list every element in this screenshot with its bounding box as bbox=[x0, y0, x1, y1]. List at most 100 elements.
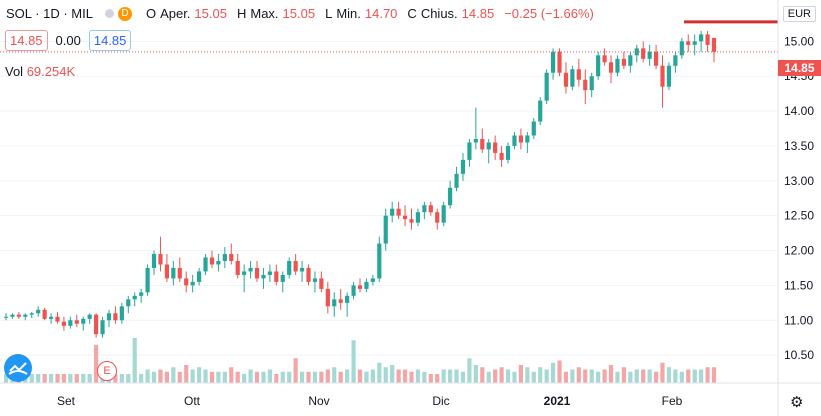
volume-bar bbox=[274, 374, 279, 383]
volume-bar bbox=[55, 374, 60, 383]
candle-body bbox=[94, 314, 99, 335]
volume-bar bbox=[203, 369, 208, 383]
volume-bar bbox=[177, 371, 182, 383]
candle-body bbox=[248, 267, 253, 272]
candle-body bbox=[692, 41, 697, 45]
candle-body bbox=[460, 159, 466, 174]
volume-bar bbox=[493, 369, 498, 383]
candle-body bbox=[525, 135, 530, 143]
candle-body bbox=[628, 55, 633, 66]
volume-bar bbox=[338, 371, 343, 383]
volume-bar bbox=[673, 369, 678, 383]
volume-bar bbox=[596, 371, 601, 383]
candle-body bbox=[267, 271, 272, 275]
candle-body bbox=[563, 72, 569, 87]
candle-body bbox=[544, 72, 549, 101]
candle-body bbox=[100, 320, 105, 335]
high-text: Max. bbox=[250, 6, 279, 21]
candle-body bbox=[660, 65, 665, 87]
candle-body bbox=[158, 254, 163, 265]
candle-body bbox=[68, 320, 73, 326]
volume-bar bbox=[563, 371, 569, 383]
candle-body bbox=[596, 55, 601, 77]
volume-bar bbox=[390, 365, 395, 383]
candle-body bbox=[364, 281, 369, 289]
candle-body bbox=[164, 264, 170, 279]
candle-body bbox=[196, 271, 202, 282]
chart-logo-icon[interactable] bbox=[4, 354, 32, 382]
candle-body bbox=[254, 267, 260, 279]
volume-bar bbox=[267, 369, 272, 383]
order-boxes: 14.85 0.00 14.85 bbox=[5, 30, 132, 51]
volume-bar bbox=[473, 365, 478, 383]
close-label: C bbox=[407, 6, 417, 21]
y-tick-label: 13.00 bbox=[784, 174, 814, 188]
open-text: Aper. bbox=[160, 6, 191, 21]
candle-body bbox=[396, 208, 401, 216]
candle-body bbox=[570, 69, 575, 87]
volume-bar bbox=[422, 371, 427, 383]
candle-body bbox=[647, 51, 652, 59]
volume-bar bbox=[345, 369, 350, 383]
volume-bar bbox=[544, 369, 549, 383]
candle-body bbox=[377, 243, 382, 279]
candle-body bbox=[113, 313, 118, 321]
volume-bar bbox=[351, 340, 356, 383]
x-tick-label: Set bbox=[57, 394, 76, 408]
volume-bar bbox=[299, 371, 305, 383]
candle-body bbox=[473, 138, 478, 143]
close-text: Chius. bbox=[420, 6, 458, 21]
candle-body bbox=[216, 260, 221, 265]
status-dot-icon bbox=[104, 9, 114, 18]
candle-body bbox=[209, 257, 215, 265]
candle-body bbox=[3, 316, 9, 318]
volume-bar bbox=[254, 371, 260, 383]
volume-bar bbox=[3, 374, 9, 383]
high-value: 15.05 bbox=[282, 6, 316, 21]
candle-body bbox=[190, 281, 195, 286]
volume-bar bbox=[634, 369, 639, 383]
gridlines bbox=[0, 40, 778, 356]
candle-body bbox=[338, 299, 343, 303]
volume-bar bbox=[428, 374, 433, 383]
spread-value: 0.00 bbox=[55, 33, 81, 48]
candle-body bbox=[467, 142, 472, 160]
volume-bar bbox=[190, 369, 195, 383]
candle-body bbox=[679, 41, 684, 56]
volume-bar bbox=[132, 338, 137, 383]
volume-bar bbox=[68, 374, 73, 383]
volume-bar bbox=[126, 374, 131, 383]
last-price-tag: 14.85 bbox=[778, 60, 821, 76]
candle-body bbox=[87, 314, 92, 319]
candle-body bbox=[106, 313, 112, 321]
candle-body bbox=[132, 295, 137, 300]
candle-body bbox=[10, 314, 15, 317]
candle-body bbox=[345, 295, 350, 303]
candle-body bbox=[139, 292, 144, 296]
y-tick-label: 10.50 bbox=[784, 348, 814, 362]
currency-button[interactable]: EUR bbox=[782, 6, 816, 22]
volume-bar bbox=[441, 369, 446, 383]
settings-gear-icon[interactable]: ⚙ bbox=[790, 394, 804, 411]
volume-bar bbox=[518, 365, 524, 383]
earnings-e-icon[interactable]: E bbox=[97, 361, 117, 381]
buy-price-box[interactable]: 14.85 bbox=[88, 30, 132, 51]
candle-body bbox=[666, 65, 672, 87]
volume-bar bbox=[119, 374, 124, 383]
candle-body bbox=[119, 306, 124, 321]
volume-bar bbox=[467, 358, 472, 383]
candle-body bbox=[184, 278, 189, 286]
volume-bar bbox=[242, 374, 247, 383]
volume-bar bbox=[460, 371, 466, 383]
candle-body bbox=[583, 79, 588, 91]
volume-bar bbox=[29, 374, 34, 383]
candle-body bbox=[518, 135, 524, 143]
candle-body bbox=[61, 321, 67, 326]
candle-body bbox=[274, 271, 279, 282]
sell-price-box[interactable]: 14.85 bbox=[5, 30, 48, 51]
candle-body bbox=[16, 314, 21, 317]
candle-body bbox=[557, 51, 562, 73]
volume-bar bbox=[319, 371, 324, 383]
volume-bar bbox=[377, 362, 382, 383]
volume-bar bbox=[209, 371, 215, 383]
